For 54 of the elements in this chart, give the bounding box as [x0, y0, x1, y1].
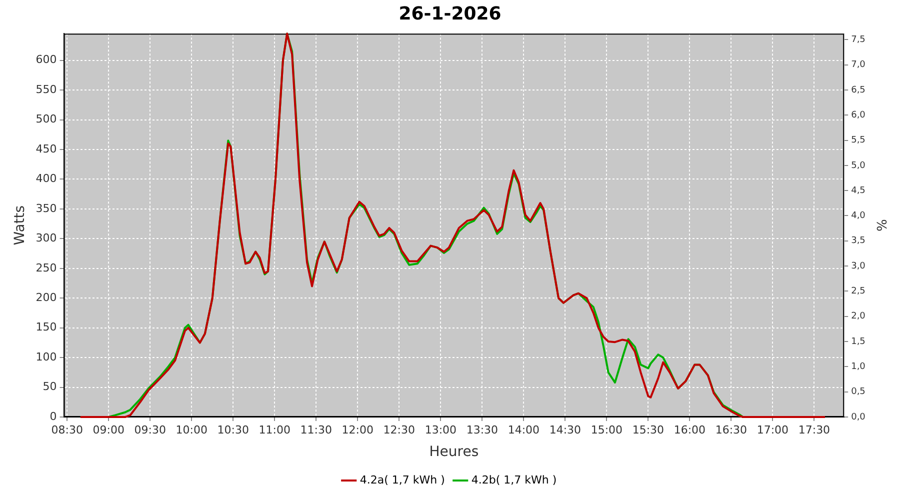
- x-axis-title: Heures: [429, 444, 479, 460]
- legend-label: 4.2b( 1,7 kWh ): [471, 473, 557, 486]
- y2-tick-label: 2,0: [851, 312, 866, 322]
- y-tick-label: 150: [36, 320, 57, 334]
- y-tick-label: 550: [36, 82, 57, 96]
- y2-tick-label: 5,0: [851, 160, 866, 171]
- y2-tick-label: 4,0: [851, 211, 866, 222]
- x-tick-label: 12:30: [383, 423, 416, 436]
- x-tick-label: 10:30: [217, 423, 249, 436]
- x-tick-label: 11:00: [258, 423, 290, 436]
- y-tick-label: 200: [36, 290, 57, 304]
- x-tick-label: 17:00: [756, 423, 789, 436]
- y2-tick-label: 6,0: [851, 110, 866, 120]
- y2-tick-label: 3,5: [851, 236, 866, 246]
- y2-tick-label: 1,5: [851, 336, 866, 347]
- y-tick-label: 400: [36, 172, 57, 186]
- y2-tick-label: 0,0: [851, 412, 866, 422]
- x-tick-label: 16:30: [715, 423, 748, 436]
- y-axis-title: Watts: [12, 205, 28, 246]
- y-tick-label: 300: [36, 232, 57, 245]
- y2-axis-title: %: [872, 219, 888, 232]
- y-tick-label: 500: [36, 112, 57, 126]
- y2-tick-label: 7,0: [851, 60, 866, 70]
- x-tick-label: 10:00: [176, 423, 208, 436]
- x-tick-label: 09:30: [134, 423, 166, 436]
- y-tick-label: 250: [36, 261, 57, 274]
- x-tick-label: 14:00: [508, 423, 540, 436]
- y-tick-label: 50: [42, 380, 57, 394]
- x-tick-label: 13:00: [424, 423, 457, 436]
- x-tick-label: 14:30: [549, 423, 582, 436]
- y-tick-label: 100: [36, 350, 57, 364]
- legend-label: 4.2a( 1,7 kWh ): [360, 473, 445, 486]
- y2-tick-label: 2,5: [851, 286, 866, 297]
- y2-tick-label: 1,0: [851, 362, 866, 372]
- chart-title: 26-1-2026: [398, 3, 502, 24]
- y2-tick-label: 4,5: [851, 186, 866, 196]
- y-tick-label: 600: [36, 53, 57, 66]
- y2-tick-label: 3,0: [851, 261, 866, 272]
- y2-tick-label: 7,5: [851, 34, 866, 45]
- x-tick-label: 09:00: [92, 423, 124, 436]
- x-tick-label: 16:00: [674, 423, 706, 436]
- y-tick-label: 350: [36, 202, 57, 215]
- y2-tick-label: 0,5: [851, 387, 866, 398]
- x-tick-label: 17:30: [798, 423, 830, 436]
- x-tick-label: 15:00: [590, 423, 623, 436]
- x-tick-label: 12:00: [342, 423, 374, 436]
- x-tick-label: 15:30: [632, 423, 664, 436]
- x-tick-label: 08:30: [51, 423, 83, 436]
- x-tick-label: 11:30: [300, 423, 332, 436]
- y-tick-label: 450: [36, 142, 57, 156]
- x-tick-label: 13:30: [466, 423, 498, 436]
- y2-tick-label: 6,5: [851, 85, 866, 96]
- y-tick-label: 0: [50, 410, 57, 423]
- y2-tick-label: 5,5: [851, 136, 866, 146]
